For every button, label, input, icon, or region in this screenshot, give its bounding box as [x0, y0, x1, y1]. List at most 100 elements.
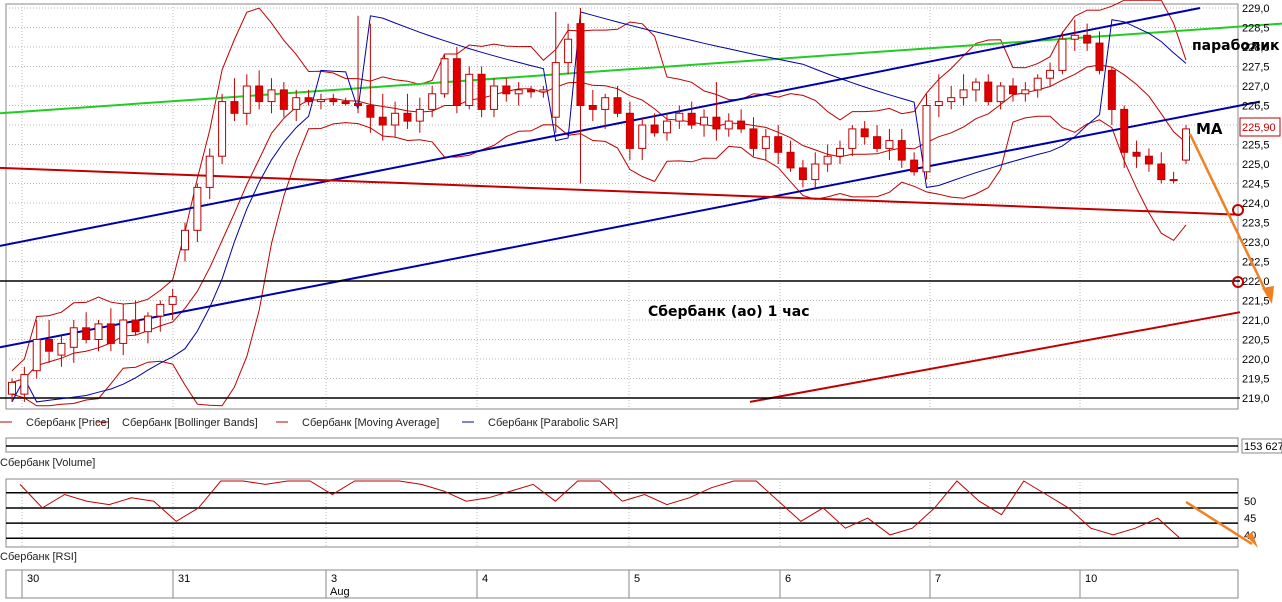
- candle-body: [415, 108, 424, 122]
- time-axis-area: [5, 569, 1239, 599]
- candle-body: [452, 58, 461, 106]
- price-tick-label: 223,5: [1242, 218, 1270, 230]
- candle-body: [292, 97, 301, 110]
- candle-body: [440, 58, 449, 95]
- candle-body: [798, 167, 807, 181]
- rsi-forecast-arrow: [1185, 500, 1258, 548]
- candle-body: [45, 339, 54, 352]
- candle-body: [971, 81, 980, 91]
- day-label: 3: [331, 573, 337, 585]
- candle-body: [1008, 85, 1017, 95]
- candle-body: [897, 140, 906, 161]
- legend-item: Сбербанк [Parabolic SAR]: [488, 417, 618, 429]
- candle-body: [131, 319, 140, 333]
- candle-body: [1046, 69, 1055, 79]
- day-label: 6: [785, 573, 791, 585]
- candle-body: [156, 303, 165, 317]
- price-tick-label: 225,0: [1242, 159, 1270, 171]
- candle-body: [1095, 42, 1104, 71]
- price-tick-label: 222,0: [1242, 276, 1270, 288]
- candle-body: [267, 89, 276, 103]
- candle-body: [922, 105, 931, 173]
- rsi-grid: [6, 479, 1238, 547]
- month-label: Aug: [330, 586, 350, 598]
- candle-body: [761, 136, 770, 149]
- candle-body: [588, 105, 597, 110]
- price-tick-label: 226,5: [1242, 101, 1270, 113]
- candle-body: [489, 85, 498, 110]
- price-tick-label: 228,0: [1242, 42, 1270, 54]
- candle-body: [304, 97, 313, 103]
- candle-body: [625, 112, 634, 149]
- legend-item: Сбербанк [Price]: [26, 417, 110, 429]
- candle-body: [502, 85, 511, 95]
- bollinger-bands: [11, 0, 1187, 407]
- candle-body: [366, 105, 375, 118]
- price-tick-label: 223,0: [1242, 237, 1270, 249]
- candle-body: [959, 89, 968, 99]
- candle-body: [354, 103, 363, 107]
- candle-body: [143, 315, 152, 333]
- candle-body: [860, 128, 869, 138]
- candle-body: [279, 89, 288, 110]
- candle-body: [910, 159, 919, 173]
- parabolic-sar: [11, 11, 1187, 403]
- candle-body: [57, 342, 66, 356]
- candle-body: [82, 327, 91, 340]
- trend-line: [749, 311, 1241, 403]
- candle-body: [947, 97, 956, 103]
- candle-body: [601, 97, 610, 110]
- candle-body: [984, 81, 993, 103]
- rsi-line: [19, 480, 1181, 539]
- candle-body: [1058, 38, 1067, 71]
- bollinger-lower: [11, 115, 1187, 407]
- volume-label: Сбербанк [Volume]: [0, 457, 95, 469]
- time-axis: 30 31 3 4 5 6 7 10 Aug: [5, 569, 1239, 599]
- day-ticks: 30 31 3 4 5 6 7 10: [21, 570, 1097, 598]
- candle-body: [1169, 179, 1178, 182]
- last-price-label: 225,90: [1242, 122, 1276, 134]
- candle-body: [477, 73, 486, 110]
- price-tick-label: 221,0: [1242, 315, 1270, 327]
- candle-body: [1144, 155, 1153, 165]
- price-tick-label: 224,0: [1242, 198, 1270, 210]
- candle-body: [391, 112, 400, 126]
- day-label: 30: [27, 573, 39, 585]
- day-label: 7: [935, 573, 941, 585]
- price-tick-label: 219,0: [1242, 393, 1270, 405]
- target-circle-lower: [1232, 276, 1244, 288]
- candle-body: [181, 229, 190, 251]
- candle-body: [69, 327, 78, 348]
- rsi-tick-label: 45: [1244, 513, 1256, 525]
- volume-value: 153 627: [1244, 441, 1282, 453]
- price-tick-label: 224,5: [1242, 179, 1270, 191]
- candle-body: [873, 136, 882, 149]
- candle-body: [650, 124, 659, 134]
- candle-body: [1070, 34, 1079, 40]
- candle-body: [835, 147, 844, 157]
- candle-body: [1021, 89, 1030, 95]
- candle-body: [218, 101, 227, 157]
- volume-plot-area: [5, 437, 1239, 453]
- candle-body: [205, 155, 214, 188]
- candle-body: [20, 374, 29, 395]
- candle-body: [242, 85, 251, 114]
- rsi-tick-label: 50: [1244, 496, 1256, 508]
- candle-body: [193, 186, 202, 231]
- candle-body: [329, 99, 338, 103]
- day-label: 31: [178, 573, 190, 585]
- candle-body: [1157, 163, 1166, 181]
- trend-line: [0, 22, 1282, 115]
- price-tick-label: 222,5: [1242, 257, 1270, 269]
- parabolic-annotation: параболик: [1192, 38, 1280, 54]
- candle-body: [786, 151, 795, 169]
- candle-body: [403, 112, 412, 122]
- last-price-box: [1239, 117, 1281, 137]
- candle-body: [106, 323, 115, 344]
- rsi-label: Сбербанк [RSI]: [0, 551, 77, 563]
- candles: [8, 8, 1190, 402]
- candle-body: [564, 38, 573, 64]
- price-tick-label: 227,0: [1242, 81, 1270, 93]
- candle-body: [316, 99, 325, 103]
